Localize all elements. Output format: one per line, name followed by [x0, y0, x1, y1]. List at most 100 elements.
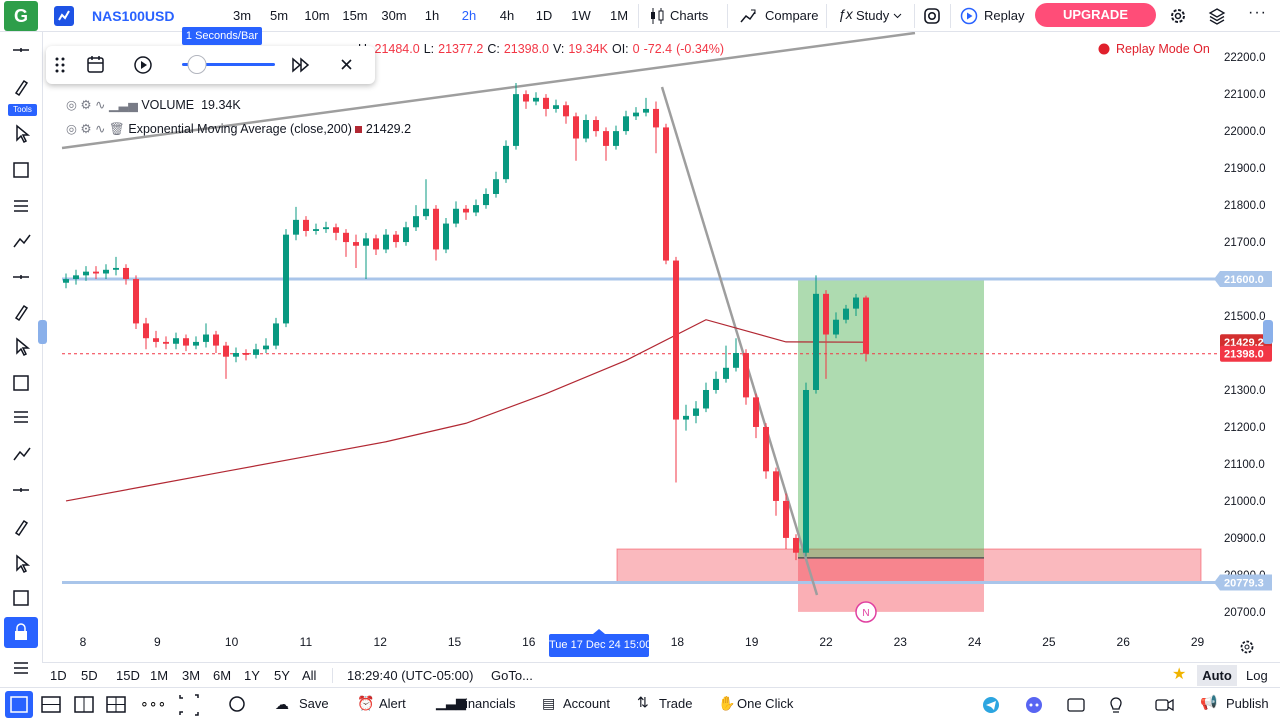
tool-icon[interactable] — [14, 304, 29, 322]
x-tick-label: 11 — [300, 635, 313, 649]
change: -72.4 — [643, 42, 673, 56]
more-icon[interactable]: ··· — [1248, 4, 1267, 21]
y-tick-label: 21800.0 — [1224, 200, 1266, 212]
tool-icon[interactable] — [13, 48, 29, 52]
tool-glyph — [14, 200, 28, 212]
symbol-icon[interactable] — [53, 5, 75, 27]
range-button[interactable]: All — [302, 668, 317, 683]
candle-body — [203, 334, 209, 342]
interval-button[interactable]: 10m — [304, 8, 330, 23]
tool-icon[interactable] — [14, 79, 29, 97]
tool-icon[interactable] — [14, 200, 28, 212]
layers-icon[interactable] — [1208, 7, 1226, 25]
tool-icon[interactable] — [13, 162, 29, 178]
clock[interactable]: 18:29:40 (UTC-05:00) — [347, 668, 474, 683]
candle-body — [403, 227, 409, 243]
candle-body — [223, 345, 229, 357]
candle-body — [613, 131, 619, 146]
interval-button[interactable]: 1h — [424, 8, 440, 23]
chart-settings[interactable] — [1238, 638, 1256, 656]
tool-icon[interactable] — [14, 662, 28, 674]
close-button[interactable] — [341, 59, 352, 70]
range-button[interactable]: 15D — [116, 668, 140, 683]
tool-glyph — [13, 447, 31, 461]
tool-glyph — [13, 162, 29, 178]
play-button[interactable] — [134, 56, 152, 74]
y-tick-label: 21100.0 — [1224, 459, 1265, 471]
tool-icon[interactable] — [13, 488, 29, 492]
forward-button[interactable] — [292, 57, 310, 73]
logo[interactable]: G — [4, 1, 38, 31]
tool-glyph — [13, 275, 29, 279]
range-button[interactable]: 5Y — [274, 668, 290, 683]
y-tick-label: 21000.0 — [1224, 496, 1266, 508]
tool-icon[interactable] — [13, 375, 29, 391]
interval-button[interactable]: 1D — [535, 8, 553, 23]
replay-button[interactable]: Replay — [984, 8, 1025, 23]
tool-icon[interactable] — [14, 411, 28, 423]
tool-icon[interactable] — [16, 124, 31, 144]
candle-body — [433, 208, 439, 250]
charts-button[interactable]: Charts — [670, 8, 709, 23]
tool-icon[interactable] — [16, 337, 31, 357]
interval-button[interactable]: 15m — [342, 8, 368, 23]
slider-knob[interactable] — [187, 55, 207, 74]
publish-button[interactable]: Publish — [1226, 696, 1269, 711]
candle-body — [453, 208, 459, 224]
range-button[interactable]: 5D — [81, 668, 98, 683]
favorite-icon[interactable]: ★ — [1172, 666, 1187, 683]
upgrade-button[interactable]: UPGRADE — [1035, 3, 1156, 27]
save-button[interactable]: Save — [299, 696, 329, 711]
range-button[interactable]: 1M — [150, 668, 169, 683]
y-tick-label: 21500.0 — [1224, 311, 1266, 323]
one-click-button[interactable]: One Click — [737, 696, 794, 711]
ohlc-value: 21377.2 — [438, 42, 484, 56]
calendar-button[interactable] — [87, 56, 104, 73]
settings-icon[interactable] — [1169, 7, 1187, 25]
drag-handle[interactable] — [55, 57, 65, 73]
lock-button[interactable] — [4, 617, 38, 648]
right-panel-handle[interactable] — [1263, 320, 1273, 344]
candle-body — [183, 338, 189, 346]
x-tick-label: 25 — [1042, 635, 1056, 649]
ohlc-key: V: — [553, 42, 565, 56]
interval-button[interactable]: 3m — [232, 8, 252, 23]
goto-button[interactable]: GoTo... — [491, 668, 533, 683]
tool-icon[interactable] — [14, 519, 29, 537]
study-button[interactable]: Study — [856, 8, 890, 23]
interval-button[interactable]: 5m — [269, 8, 289, 23]
account-button[interactable]: Account — [563, 696, 610, 711]
financials-button[interactable]: Financials — [457, 696, 516, 711]
instagram-icon[interactable] — [923, 7, 941, 25]
ohlc-key: OI: — [611, 42, 629, 56]
tool-icon[interactable] — [13, 590, 29, 606]
tool-glyph — [14, 79, 29, 97]
candle-body — [673, 260, 679, 420]
range-button[interactable]: 1Y — [244, 668, 260, 683]
candle-body — [723, 367, 729, 379]
range-button[interactable]: 3M — [182, 668, 201, 683]
range-button[interactable]: 1D — [50, 668, 67, 683]
interval-button[interactable]: 2h — [461, 8, 477, 23]
tool-icon[interactable] — [16, 554, 31, 574]
price-label-box — [1214, 271, 1272, 288]
tool-icon[interactable] — [13, 275, 29, 279]
range-button[interactable]: 6M — [213, 668, 232, 683]
left-panel-handle[interactable] — [38, 320, 47, 344]
tool-icon[interactable] — [13, 234, 31, 248]
compare-button[interactable]: Compare — [765, 8, 819, 23]
trade-button[interactable]: Trade — [659, 696, 693, 711]
interval-button[interactable]: 1W — [571, 8, 591, 23]
interval-button[interactable]: 1M — [609, 8, 629, 23]
candle-body — [583, 120, 589, 139]
symbol[interactable]: NAS100USD — [92, 8, 175, 24]
alert-button[interactable]: Alert — [379, 696, 406, 711]
candle-body — [743, 353, 749, 398]
tool-glyph — [16, 554, 31, 574]
supply-zone — [616, 548, 1202, 583]
log-button[interactable]: Log — [1246, 668, 1268, 683]
tool-icon[interactable] — [13, 447, 31, 461]
auto-button[interactable]: Auto — [1197, 665, 1237, 686]
interval-button[interactable]: 30m — [381, 8, 407, 23]
interval-button[interactable]: 4h — [499, 8, 515, 23]
